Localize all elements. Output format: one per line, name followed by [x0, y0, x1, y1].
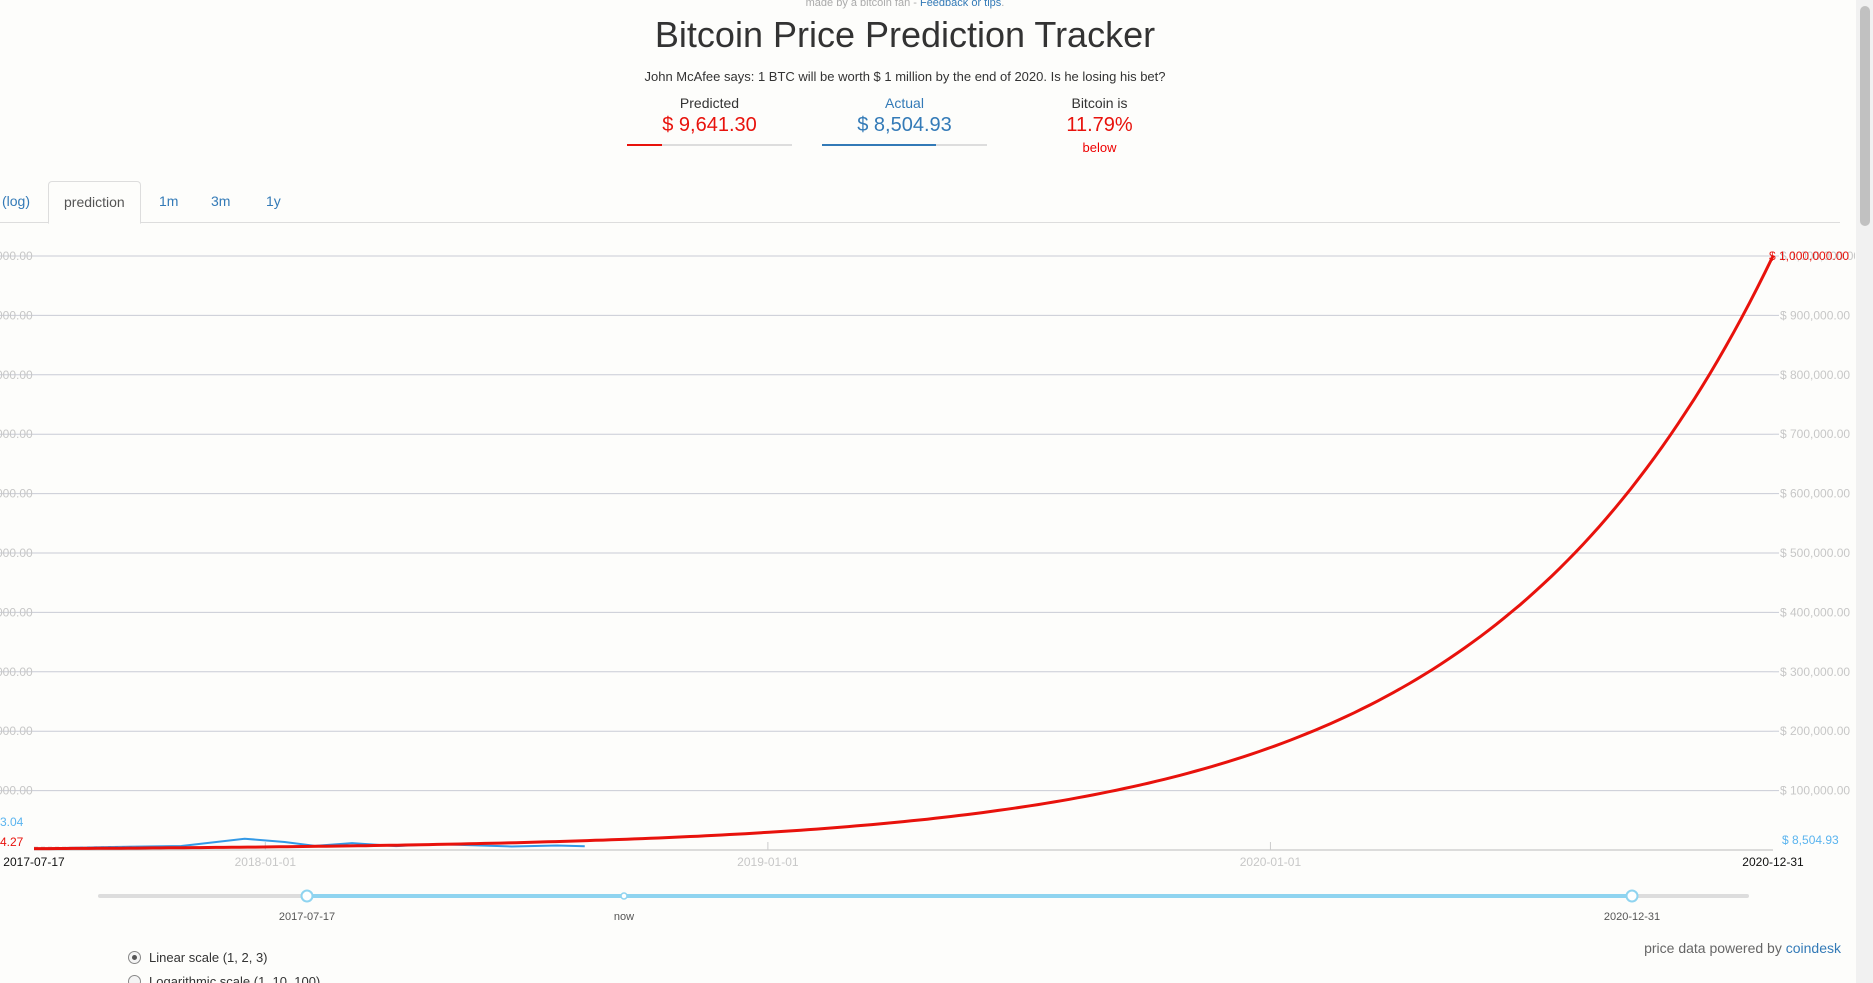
slider-handle-start[interactable] [300, 889, 314, 903]
y-tick-label-left: 000.00 [0, 665, 33, 679]
linear-scale-label: Linear scale (1, 2, 3) [149, 950, 268, 965]
price-chart: 000.00 000.00 000.00 000.00 000.00 000.00 000.… [0, 249, 1855, 923]
x-end-label: 2020-12-31 [1742, 855, 1804, 869]
actual-start-label: 3.04 [0, 815, 24, 829]
y-tick-label-left: 000.00 [0, 308, 33, 322]
y-tick-label-right: $ 100,000.00 [1780, 784, 1850, 798]
y-tick-label-right: $ 200,000.00 [1780, 724, 1850, 738]
top-note: made by a bitcoin fan - Feedback or tips… [0, 0, 1810, 9]
tab-3m[interactable]: 3m [211, 193, 231, 209]
slider-start-label: 2017-07-17 [279, 911, 335, 923]
top-note-text: made by a bitcoin fan - [805, 0, 920, 9]
status-label: Bitcoin is [1071, 95, 1128, 111]
y-tick-label-right: $ 800,000.00 [1780, 368, 1850, 382]
feedback-link[interactable]: Feedback or tips [919, 0, 1002, 9]
x-tick-label: 2018-01-01 [235, 855, 297, 869]
prediction-end-label: $ 1,000,000.00 [1769, 249, 1849, 263]
y-tick-label-right: $ 600,000.00 [1780, 487, 1850, 501]
slider-now-label: now [614, 911, 634, 923]
slider-now-marker [620, 892, 628, 900]
range-slider: 2017-07-17 now 2020-12-31 [98, 889, 1749, 923]
chart-series [33, 255, 1775, 851]
powered-text: price data powered by [1644, 940, 1786, 956]
y-tick-label-left: 000.00 [0, 249, 33, 263]
page-subtitle: John McAfee says: 1 BTC will be worth $ … [644, 69, 1166, 84]
tab-log[interactable]: (log) [2, 193, 31, 209]
x-tick-label: 2020-01-01 [1240, 855, 1302, 869]
x-axis: 2018-01-01 2019-01-01 2020-01-01 2017-07-17… [3, 842, 1804, 869]
tab-prediction[interactable]: prediction [48, 181, 141, 224]
chart-grid [0, 255, 1773, 792]
actual-end-label: $ 8,504.93 [1782, 833, 1839, 847]
y-axis-right: $ 100,000.00 $ 200,000.00 $ 300,000.00 $ 40… [1773, 249, 1855, 798]
y-tick-label-left: 000.00 [0, 487, 33, 501]
y-tick-label-left: 000.00 [0, 724, 33, 738]
y-tick-label-left: 000.00 [0, 784, 33, 798]
x-start-label: 2017-07-17 [3, 855, 65, 869]
actual-progress-bar [822, 144, 987, 146]
prediction-line [34, 255, 1775, 851]
actual-label: Actual [885, 95, 924, 111]
log-scale-option[interactable]: Logarithmic scale (1, 10, 100) [128, 974, 320, 983]
log-scale-label: Logarithmic scale (1, 10, 100) [149, 974, 321, 983]
y-tick-label-right: $ 500,000.00 [1780, 546, 1850, 560]
linear-scale-option[interactable]: Linear scale (1, 2, 3) [128, 950, 268, 965]
y-tick-label-right: $ 1,000,000.00 [1780, 249, 1855, 263]
y-axis-left: 000.00 000.00 000.00 000.00 000.00 000.00 000.… [0, 249, 33, 798]
top-note-dot: . [1001, 0, 1005, 9]
linear-scale-radio[interactable] [128, 951, 141, 964]
x-tick-label: 2019-01-01 [737, 855, 799, 869]
actual-stat: Actual $ 8,504.93 [822, 95, 987, 146]
actual-price-line [33, 837, 585, 850]
coindesk-link[interactable]: coindesk [1785, 940, 1841, 956]
predicted-value: $ 9,641.30 [662, 114, 757, 136]
predicted-stat: Predicted $ 9,641.30 [627, 95, 792, 146]
prediction-start-label: 4.27 [0, 835, 24, 849]
chart-tabs: (log) prediction 1m 3m 1y [0, 181, 1840, 224]
predicted-progress-bar [627, 144, 792, 146]
predicted-progress-fill [627, 144, 662, 146]
actual-progress-fill [822, 144, 936, 146]
scrollbar-thumb[interactable] [1860, 6, 1870, 226]
page-title: Bitcoin Price Prediction Tracker [654, 14, 1156, 55]
y-tick-label-right: $ 900,000.00 [1780, 308, 1850, 322]
status-sub: below [1082, 140, 1117, 155]
y-tick-label-right: $ 700,000.00 [1780, 427, 1850, 441]
y-tick-label-right: $ 300,000.00 [1780, 665, 1850, 679]
tab-1y[interactable]: 1y [266, 193, 281, 209]
actual-value: $ 8,504.93 [857, 114, 952, 136]
powered-by: price data powered by coindesk [1644, 940, 1841, 956]
tab-1m[interactable]: 1m [159, 193, 179, 209]
series-labels: $ 1,000,000.00 $ 8,504.93 3.04 4.27 [0, 249, 1849, 849]
status-value: 11.79% [1066, 114, 1133, 136]
slider-end-label: 2020-12-31 [1604, 911, 1660, 923]
y-tick-label-right: $ 400,000.00 [1780, 605, 1850, 619]
y-tick-label-left: 000.00 [0, 427, 33, 441]
y-tick-label-left: 000.00 [0, 368, 33, 382]
y-tick-label-left: 000.00 [0, 546, 33, 560]
log-scale-radio[interactable] [128, 975, 141, 983]
predicted-label: Predicted [679, 95, 740, 111]
status-stat: Bitcoin is 11.79% below [1017, 95, 1182, 155]
page-scrollbar[interactable] [1856, 0, 1873, 983]
y-tick-label-left: 000.00 [0, 605, 33, 619]
slider-handle-end[interactable] [1625, 889, 1639, 903]
